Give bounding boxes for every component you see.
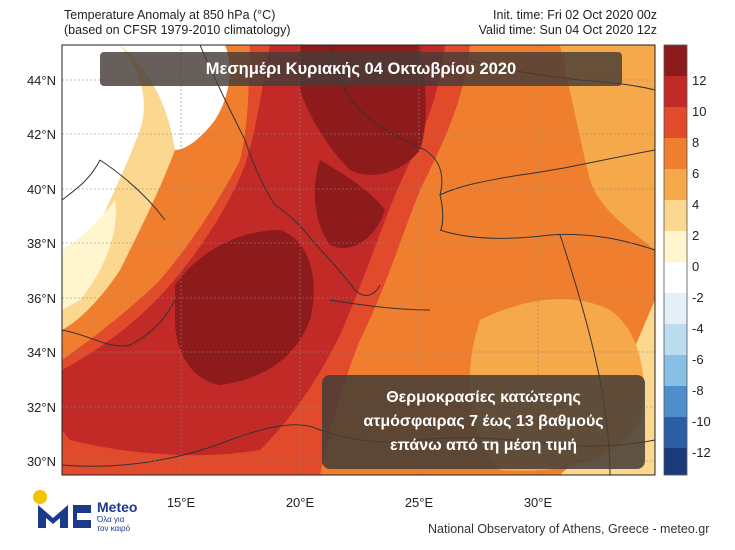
colorbar-swatch (664, 45, 687, 76)
colorbar-swatch (664, 200, 687, 231)
summary-line-3: επάνω από τη μέση τιμή (389, 437, 578, 454)
summary-banner: Θερμοκρασίες κατώτερης ατμόσφαιρας 7 έως… (322, 375, 645, 469)
colorbar-label: 2 (692, 228, 699, 243)
colorbar-label: 8 (692, 135, 699, 150)
map-title: Temperature Anomaly at 850 hPa (°C) (bas… (64, 8, 291, 38)
lat-label: 36°N (27, 291, 56, 306)
summary-line-2: ατμόσφαιρας 7 έως 13 βαθμούς (363, 413, 604, 430)
lat-label: 44°N (27, 73, 56, 88)
valid-time: Valid time: Sun 04 Oct 2020 12z (478, 23, 657, 37)
lat-label: 40°N (27, 182, 56, 197)
lon-label: 25°E (405, 495, 434, 510)
colorbar-label: -10 (692, 414, 711, 429)
colorbar-swatch (664, 231, 687, 262)
colorbar-swatch (664, 386, 687, 417)
colorbar-swatch (664, 169, 687, 200)
colorbar-swatch (664, 324, 687, 355)
colorbar-swatch (664, 107, 687, 138)
time-info: Init. time: Fri 02 Oct 2020 00z Valid ti… (445, 8, 657, 38)
lon-label: 30°E (524, 495, 553, 510)
colorbar-swatch (664, 138, 687, 169)
lat-label: 38°N (27, 236, 56, 251)
title-line-1: Temperature Anomaly at 850 hPa (°C) (64, 8, 276, 22)
colorbar-label: 10 (692, 104, 706, 119)
longitude-labels: 15°E 20°E 25°E 30°E (167, 495, 553, 510)
colorbar-label: -8 (692, 383, 704, 398)
colorbar-swatch (664, 448, 687, 475)
logo-tagline: Όλα για τον καιρό (97, 515, 131, 533)
title-line-2: (based on CFSR 1979-2010 climatology) (64, 23, 291, 37)
lat-label: 34°N (27, 345, 56, 360)
colorbar-label: 6 (692, 166, 699, 181)
lon-label: 15°E (167, 495, 196, 510)
colorbar-label: 0 (692, 259, 699, 274)
colorbar-swatch (664, 417, 687, 448)
map-frame (61, 44, 656, 476)
colorbar: 12 10 8 6 4 2 0 -2 -4 -6 -8 -10 -12 (663, 44, 711, 476)
summary-line-1: Θερμοκρασίες κατώτερης (386, 389, 581, 406)
date-banner: Μεσημέρι Κυριακής 04 Οκτωβρίου 2020 (100, 52, 622, 86)
colorbar-swatch (664, 355, 687, 386)
colorbar-swatch (664, 262, 687, 293)
colorbar-swatch (664, 76, 687, 107)
colorbar-swatch (664, 293, 687, 324)
colorbar-label: 4 (692, 197, 699, 212)
meteo-logo-icon (33, 490, 91, 528)
lat-label: 30°N (27, 454, 56, 469)
colorbar-label: -2 (692, 290, 704, 305)
colorbar-label: -6 (692, 352, 704, 367)
lat-label: 32°N (27, 400, 56, 415)
colorbar-label: -4 (692, 321, 704, 336)
latitude-labels: 44°N 42°N 40°N 38°N 36°N 34°N 32°N 30°N (27, 73, 56, 469)
footer-credit: National Observatory of Athens, Greece -… (428, 522, 710, 536)
logo-name: Meteo (97, 499, 138, 515)
colorbar-label: -12 (692, 445, 711, 460)
colorbar-label: 12 (692, 73, 706, 88)
init-time: Init. time: Fri 02 Oct 2020 00z (493, 8, 657, 22)
lon-label: 20°E (286, 495, 315, 510)
lat-label: 42°N (27, 127, 56, 142)
colorbar-frame (663, 44, 688, 476)
